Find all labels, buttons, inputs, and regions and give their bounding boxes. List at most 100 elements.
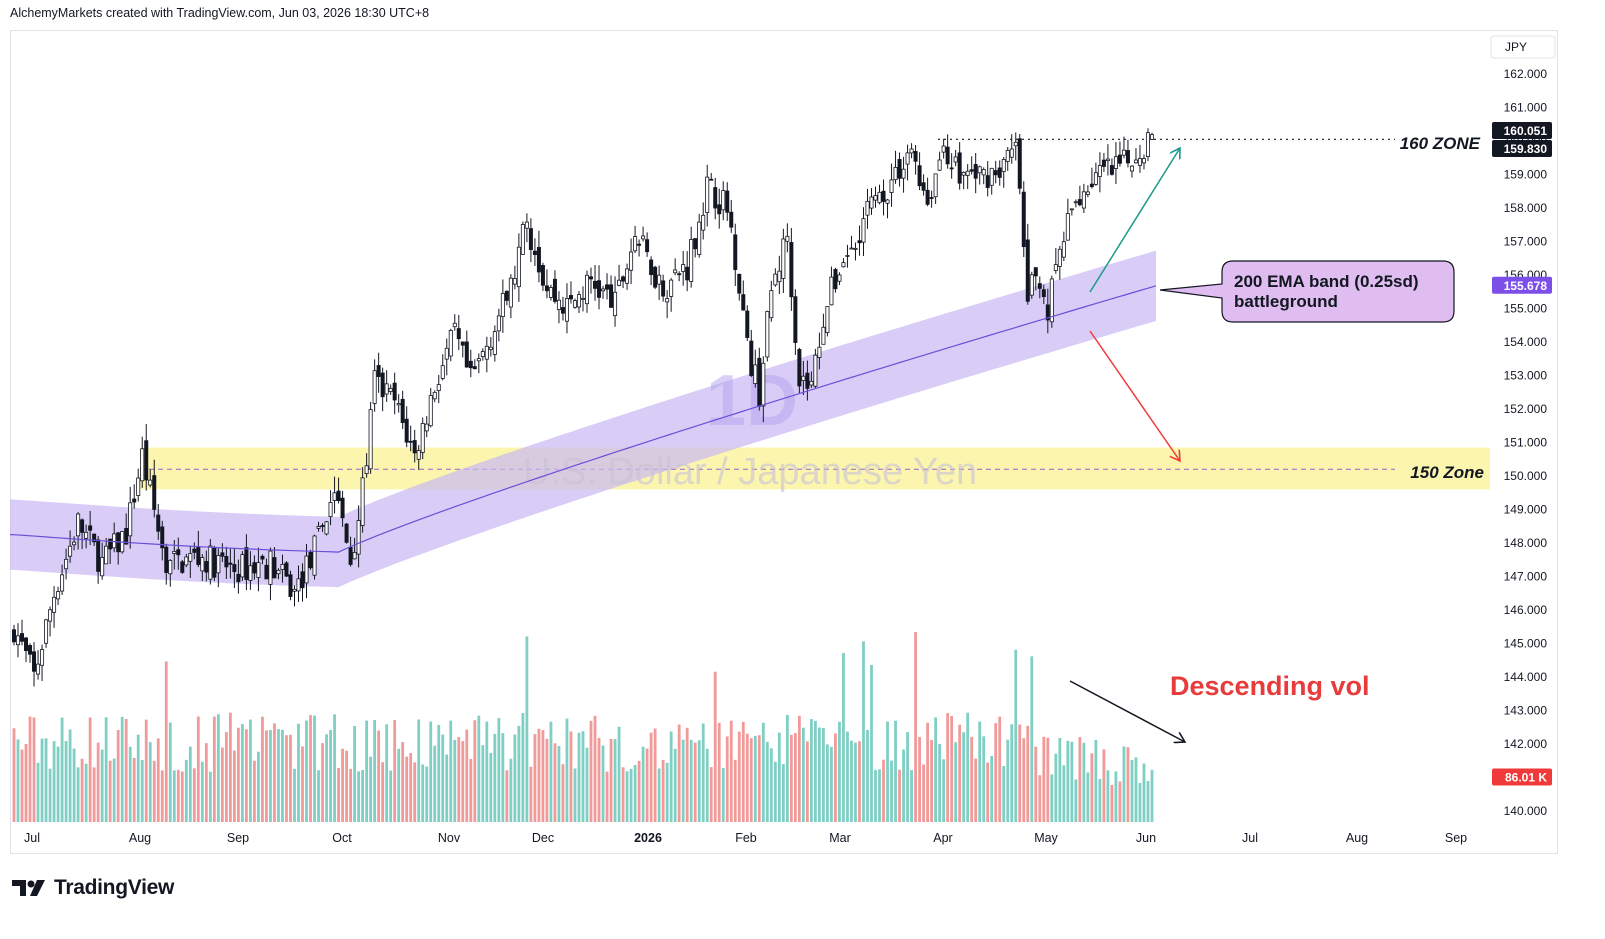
candle-body xyxy=(725,190,730,213)
volume-bar xyxy=(569,731,573,822)
volume-bar xyxy=(994,723,998,822)
volume-bar xyxy=(277,729,280,822)
volume-bar xyxy=(1118,781,1122,822)
volume-bar xyxy=(120,716,124,822)
volume-bar xyxy=(1134,757,1138,822)
y-tick-label: 162.000 xyxy=(1504,67,1548,81)
candle-body xyxy=(953,156,958,163)
candle-body xyxy=(941,145,946,153)
volume-bar xyxy=(854,742,857,822)
candle-body xyxy=(272,557,277,579)
volume-bar xyxy=(249,719,252,822)
volume-bar xyxy=(136,734,140,822)
volume-bar xyxy=(501,733,505,822)
volume-bar xyxy=(593,715,597,822)
volume-bar xyxy=(345,750,348,822)
descending-vol-label: Descending vol xyxy=(1170,671,1370,701)
volume-bar xyxy=(1150,769,1154,822)
bullish-arrow xyxy=(1089,148,1180,293)
volume-bar xyxy=(882,759,885,822)
volume-bar xyxy=(160,770,164,822)
candle-body xyxy=(296,578,301,592)
x-tick-label: May xyxy=(1034,831,1058,845)
candle-body xyxy=(853,247,858,250)
volume-bar xyxy=(777,732,781,822)
candle-body xyxy=(172,551,177,554)
candle-body xyxy=(797,349,802,387)
volume-bar xyxy=(433,745,437,822)
candle-body xyxy=(24,637,29,652)
candle-body xyxy=(909,148,914,154)
candle-body xyxy=(749,340,754,376)
candle-body xyxy=(40,649,45,666)
candle-body xyxy=(801,375,806,381)
candle-body xyxy=(196,546,201,565)
candle-body xyxy=(92,533,97,543)
volume-bar xyxy=(986,762,990,822)
zone-150-label: 150 Zone xyxy=(1410,463,1484,482)
volume-bar xyxy=(489,752,493,822)
candle-body xyxy=(757,357,762,407)
volume-bar xyxy=(297,723,300,822)
candle-body xyxy=(641,235,646,240)
volume-bar xyxy=(369,756,373,822)
candle-body xyxy=(556,299,561,310)
candle-body xyxy=(240,554,245,578)
candle-body xyxy=(1089,183,1094,188)
volume-bar xyxy=(261,716,264,822)
price-label-text: 160.051 xyxy=(1504,124,1548,138)
candle-body xyxy=(1025,239,1030,302)
candle-body xyxy=(733,234,738,270)
tradingview-logo[interactable]: TradingView xyxy=(12,876,174,900)
volume-bar xyxy=(926,722,929,822)
volume-bar xyxy=(32,717,36,822)
volume-bar xyxy=(397,748,401,822)
candle-body xyxy=(392,382,397,401)
candle-body xyxy=(516,246,521,288)
price-label-text: 155.678 xyxy=(1504,279,1548,293)
volume-bar xyxy=(906,732,909,822)
volume-bar xyxy=(365,720,369,822)
candle-body xyxy=(280,564,285,570)
volume-bar xyxy=(513,734,517,822)
volume-bar xyxy=(204,743,208,822)
candle-body xyxy=(276,569,281,575)
candle-body xyxy=(532,250,537,256)
volume-bar xyxy=(148,742,152,822)
volume-bar xyxy=(557,745,561,822)
volume-bar xyxy=(477,715,481,822)
x-tick-label: Aug xyxy=(129,831,151,845)
candle-body xyxy=(264,564,269,580)
candle-body xyxy=(849,247,854,250)
volume-bar xyxy=(309,715,312,822)
y-tick-label: 146.000 xyxy=(1504,603,1548,617)
currency-box[interactable] xyxy=(1490,35,1556,59)
volume-bar xyxy=(493,733,497,822)
candle-body xyxy=(1073,201,1078,204)
candle-body xyxy=(917,165,922,187)
candle-body xyxy=(572,300,577,308)
volume-bar xyxy=(337,768,340,822)
volume-bar xyxy=(1102,749,1106,822)
candle-body xyxy=(316,526,321,529)
volume-bar xyxy=(1070,741,1074,822)
volume-bar xyxy=(1078,737,1082,822)
volume-bar xyxy=(1126,747,1130,822)
volume-bar xyxy=(601,745,605,822)
candle-body xyxy=(1069,208,1074,211)
volume-bar xyxy=(521,713,525,822)
candle-body xyxy=(424,423,429,432)
price-label-box xyxy=(1492,768,1552,786)
candle-body xyxy=(580,297,585,300)
candle-body xyxy=(745,310,750,338)
candle-body xyxy=(104,545,109,565)
candle-body xyxy=(1005,150,1010,162)
candle-body xyxy=(961,172,966,176)
candle-body xyxy=(977,166,982,174)
volume-bar xyxy=(465,729,469,822)
x-tick-label: Dec xyxy=(532,831,554,845)
volume-bar xyxy=(216,714,220,822)
x-tick-label: Jul xyxy=(1242,831,1258,845)
candle-body xyxy=(769,290,774,319)
